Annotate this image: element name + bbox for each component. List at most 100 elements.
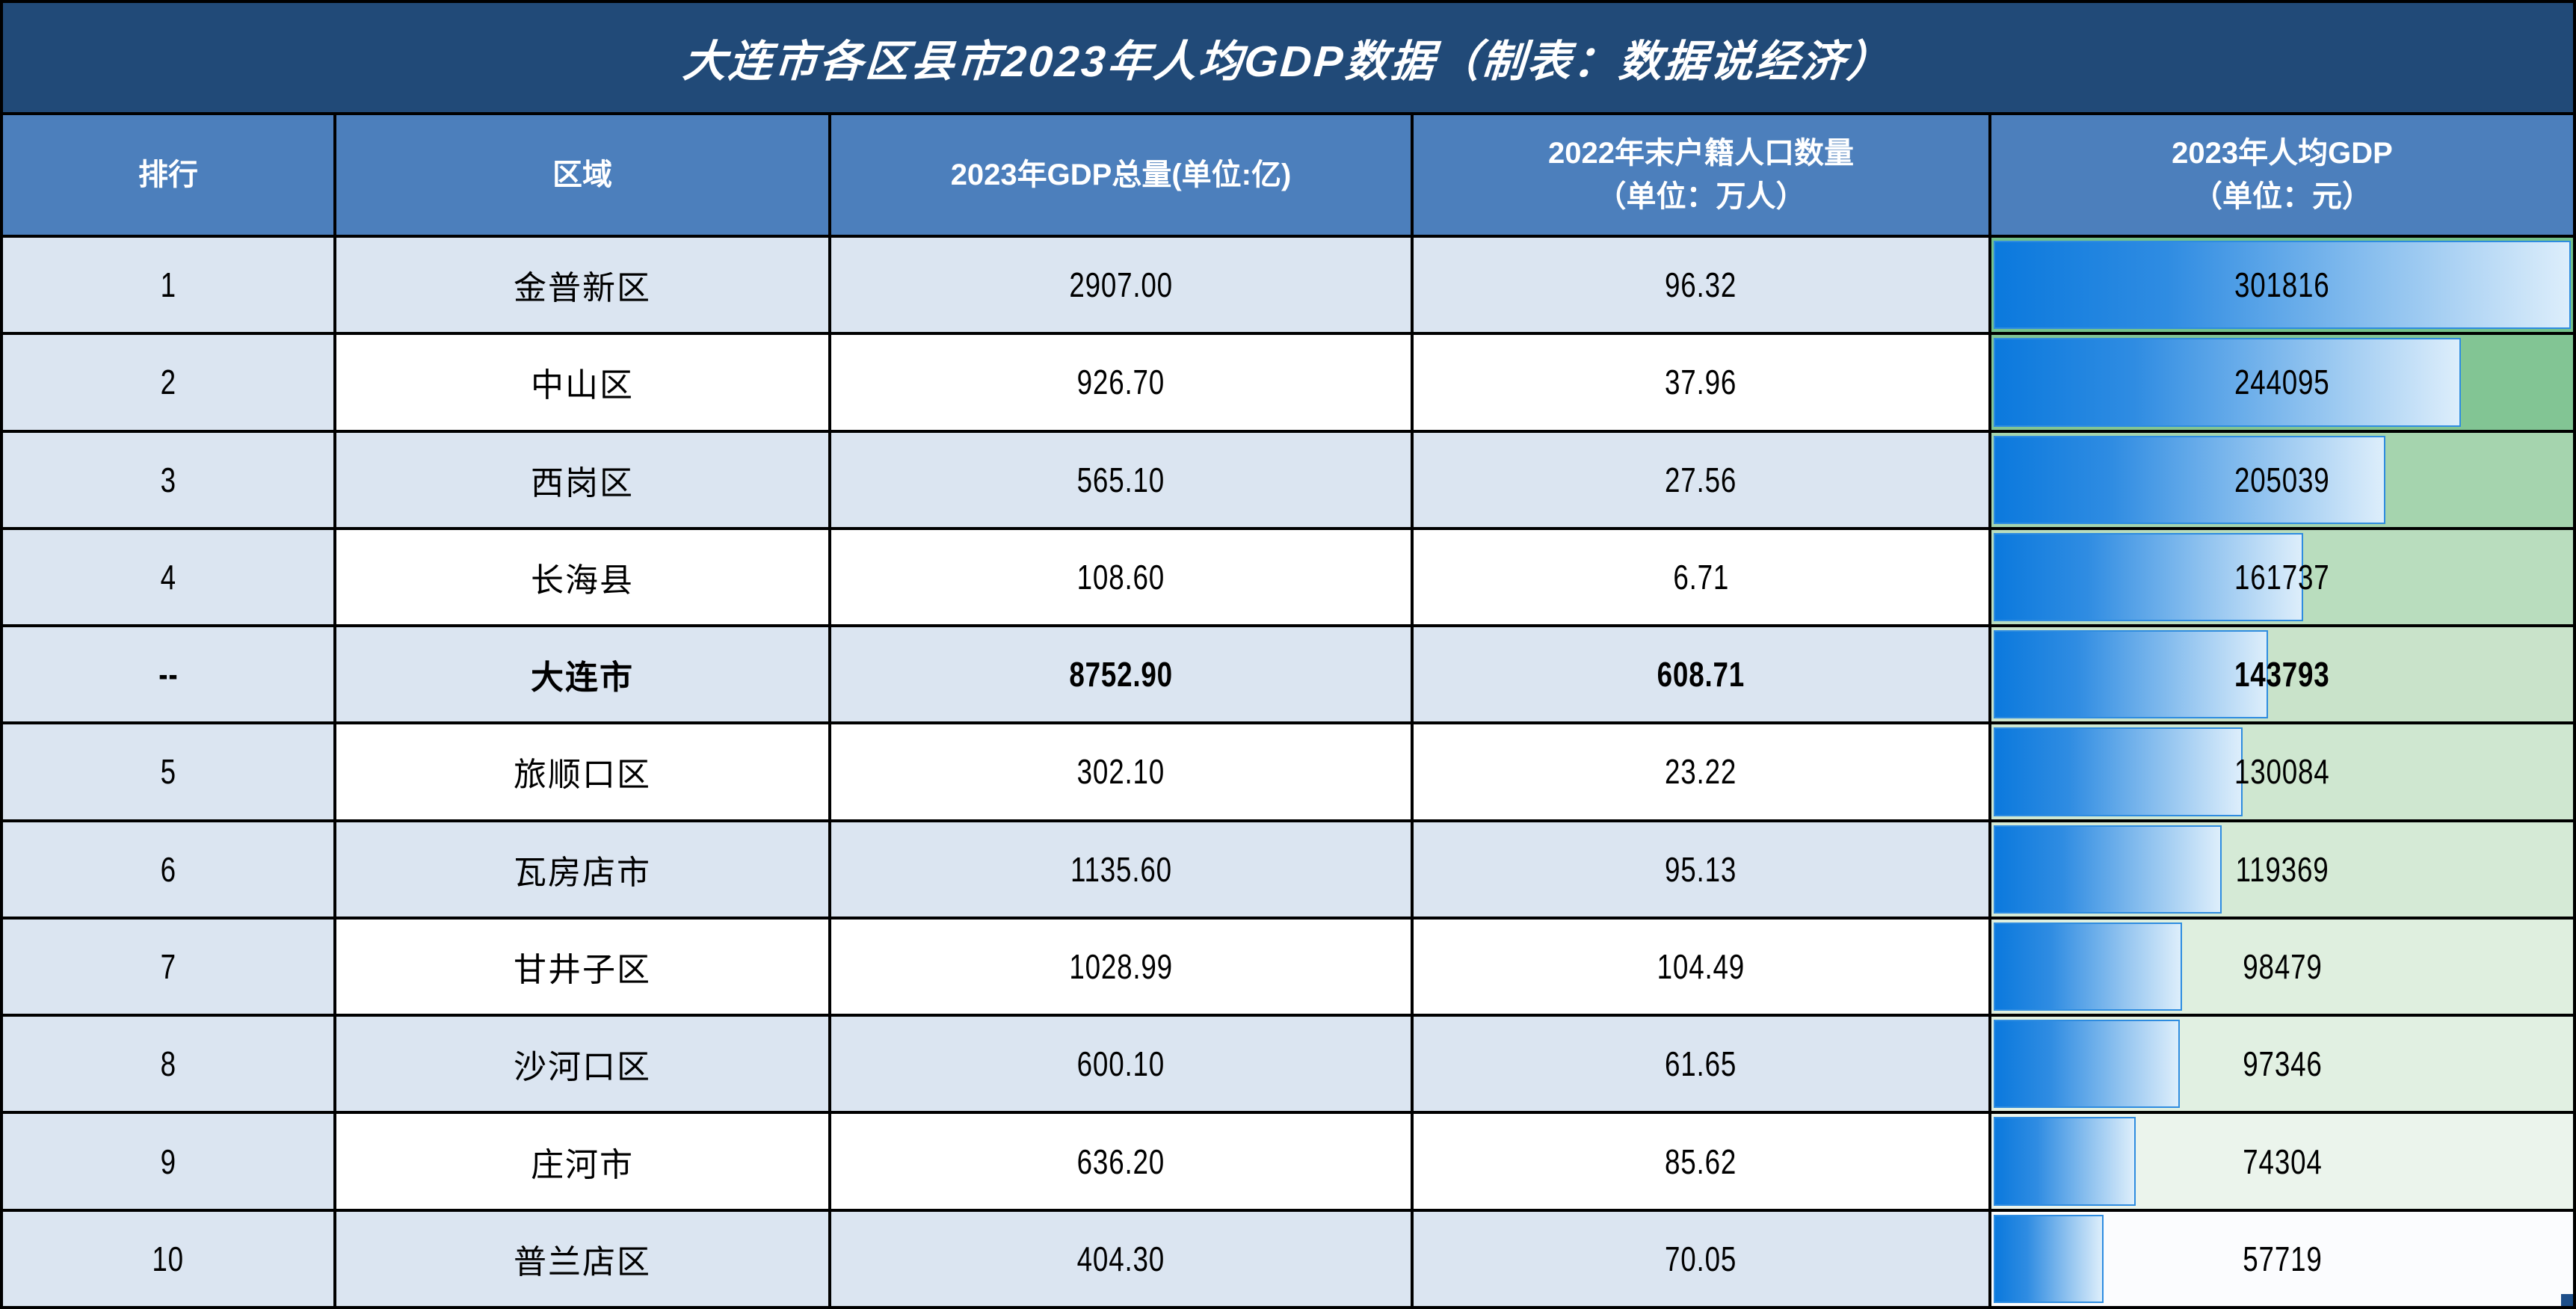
percapita-cell: 74304 [1991, 1114, 2573, 1209]
region-cell: 甘井子区 [336, 919, 831, 1014]
table-title-bar: 大连市各区县市2023年人均GDP数据（制表：数据说经济） [3, 3, 2573, 115]
table-row: 2 中山区 926.70 37.96 244095 [3, 335, 2573, 433]
population-cell: 61.65 [1414, 1017, 1991, 1112]
gdp-cell: 636.20 [831, 1114, 1414, 1209]
population-cell: 27.56 [1414, 432, 1991, 527]
data-bar [1994, 532, 2303, 622]
header-rank-label: 排行 [138, 158, 198, 191]
percapita-cell: 301816 [1991, 238, 2573, 333]
table-title: 大连市各区县市2023年人均GDP数据（制表：数据说经济） [681, 37, 1894, 86]
gdp-cell: 926.70 [831, 335, 1414, 430]
header-rank: 排行 [3, 115, 336, 235]
region-cell: 金普新区 [336, 238, 831, 333]
table-row: 3 西岗区 565.10 27.56 205039 [3, 432, 2573, 530]
data-bar [1994, 241, 2571, 330]
header-region-label: 区域 [552, 158, 612, 191]
table-row: 1 金普新区 2907.00 96.32 301816 [3, 238, 2573, 336]
data-bar [1994, 825, 2222, 914]
rank-cell: 6 [3, 822, 336, 917]
rank-cell: 7 [3, 919, 336, 1014]
region-cell: 大连市 [336, 627, 831, 722]
excel-fill-handle[interactable] [2561, 1294, 2573, 1306]
rank-cell: 1 [3, 238, 336, 333]
rank-cell: 2 [3, 335, 336, 430]
rank-cell: 3 [3, 432, 336, 527]
region-cell: 沙河口区 [336, 1017, 831, 1112]
percapita-cell: 205039 [1991, 432, 2573, 527]
gdp-cell: 1028.99 [831, 919, 1414, 1014]
data-bar [1994, 338, 2461, 427]
percapita-cell: 244095 [1991, 335, 2573, 430]
data-bar [1994, 435, 2386, 524]
percapita-value: 98479 [2242, 946, 2323, 986]
header-population-unit: （单位：万人） [1596, 180, 1806, 213]
percapita-value: 205039 [2234, 460, 2330, 499]
population-cell: 37.96 [1414, 335, 1991, 430]
rank-cell: 8 [3, 1017, 336, 1112]
table-body: 1 金普新区 2907.00 96.32 301816 2 中山区 926.70… [3, 238, 2573, 1306]
data-bar [1994, 1117, 2136, 1206]
population-cell: 6.71 [1414, 529, 1991, 625]
table-row: 6 瓦房店市 1135.60 95.13 119369 [3, 822, 2573, 920]
table-row: -- 大连市 8752.90 608.71 143793 [3, 627, 2573, 725]
header-population-label: 2022年末户籍人口数量 [1548, 137, 1854, 170]
rank-cell: 5 [3, 724, 336, 819]
header-gdp-label: 2023年GDP总量(单位:亿) [950, 158, 1292, 191]
gdp-cell: 565.10 [831, 432, 1414, 527]
gdp-cell: 8752.90 [831, 627, 1414, 722]
percapita-cell: 119369 [1991, 822, 2573, 917]
percapita-value: 301816 [2234, 265, 2330, 305]
header-region: 区域 [336, 115, 831, 235]
rank-cell: 4 [3, 529, 336, 625]
population-cell: 104.49 [1414, 919, 1991, 1014]
population-cell: 96.32 [1414, 238, 1991, 333]
gdp-cell: 600.10 [831, 1017, 1414, 1112]
percapita-cell: 161737 [1991, 529, 2573, 625]
percapita-value: 143793 [2234, 655, 2330, 694]
gdp-cell: 404.30 [831, 1211, 1414, 1306]
table-row: 10 普兰店区 404.30 70.05 57719 [3, 1211, 2573, 1306]
region-cell: 普兰店区 [336, 1211, 831, 1306]
percapita-value: 161737 [2234, 557, 2330, 597]
table-row: 4 长海县 108.60 6.71 161737 [3, 529, 2573, 628]
header-percapita: 2023年人均GDP （单位：元） [1991, 115, 2573, 235]
table-row: 5 旅顺口区 302.10 23.22 130084 [3, 724, 2573, 822]
percapita-cell: 143793 [1991, 627, 2573, 722]
header-population: 2022年末户籍人口数量 （单位：万人） [1414, 115, 1991, 235]
region-cell: 长海县 [336, 529, 831, 625]
gdp-cell: 108.60 [831, 529, 1414, 625]
data-bar [1994, 922, 2182, 1011]
data-bar [1994, 1214, 2104, 1303]
percapita-value: 74304 [2242, 1142, 2323, 1181]
header-percapita-label: 2023年人均GDP [2172, 137, 2393, 170]
population-cell: 95.13 [1414, 822, 1991, 917]
region-cell: 庄河市 [336, 1114, 831, 1209]
data-bar [1994, 1020, 2181, 1109]
population-cell: 23.22 [1414, 724, 1991, 819]
table-row: 7 甘井子区 1028.99 104.49 98479 [3, 919, 2573, 1017]
gdp-cell: 2907.00 [831, 238, 1414, 333]
table-row: 8 沙河口区 600.10 61.65 97346 [3, 1017, 2573, 1115]
percapita-cell: 98479 [1991, 919, 2573, 1014]
percapita-cell: 130084 [1991, 724, 2573, 819]
region-cell: 旅顺口区 [336, 724, 831, 819]
population-cell: 608.71 [1414, 627, 1991, 722]
gdp-cell: 302.10 [831, 724, 1414, 819]
header-gdp: 2023年GDP总量(单位:亿) [831, 115, 1414, 235]
percapita-value: 97346 [2242, 1044, 2323, 1084]
region-cell: 中山区 [336, 335, 831, 430]
population-cell: 85.62 [1414, 1114, 1991, 1209]
table-header-row: 排行 区域 2023年GDP总量(单位:亿) 2022年末户籍人口数量 （单位：… [3, 115, 2573, 238]
data-bar [1994, 630, 2269, 719]
region-cell: 西岗区 [336, 432, 831, 527]
percapita-cell: 57719 [1991, 1211, 2573, 1306]
data-bar [1994, 727, 2243, 816]
percapita-value: 130084 [2234, 752, 2330, 792]
population-cell: 70.05 [1414, 1211, 1991, 1306]
rank-cell: 10 [3, 1211, 336, 1306]
percapita-value: 119369 [2235, 849, 2329, 889]
percapita-value: 244095 [2234, 363, 2330, 402]
header-percapita-unit: （单位：元） [2193, 180, 2372, 213]
rank-cell: -- [3, 627, 336, 722]
